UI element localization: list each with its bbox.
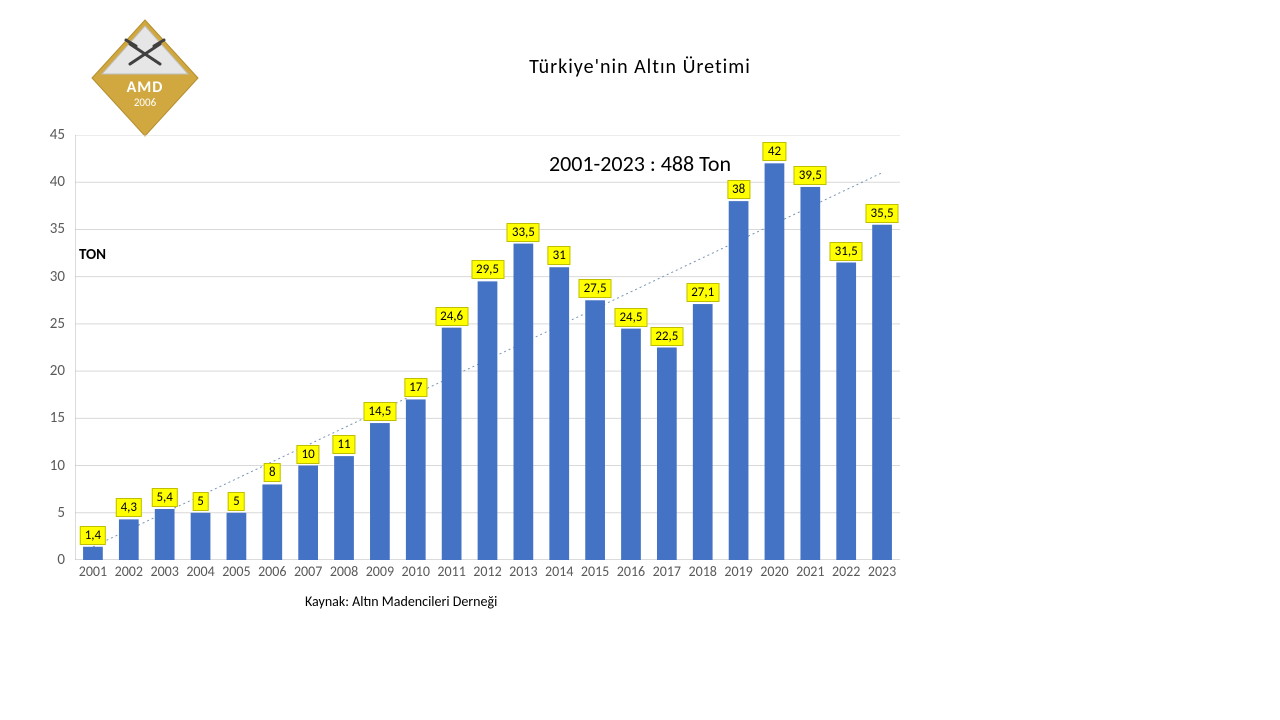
data-label: 38 xyxy=(727,180,750,199)
bar xyxy=(514,244,534,560)
x-tick-label: 2005 xyxy=(222,563,250,580)
chart-title: Türkiye'nin Altın Üretimi xyxy=(0,55,1280,79)
data-label: 5 xyxy=(228,492,245,511)
y-tick-label: 10 xyxy=(15,457,65,475)
bar xyxy=(83,547,103,560)
data-label: 33,5 xyxy=(507,223,540,242)
data-label: 4,3 xyxy=(116,498,142,517)
x-tick-label: 2013 xyxy=(509,563,537,580)
data-label: 35,5 xyxy=(866,204,899,223)
x-tick-label: 2011 xyxy=(437,563,465,580)
bar xyxy=(765,163,785,560)
bar xyxy=(298,466,318,560)
y-tick-label: 0 xyxy=(15,551,65,569)
x-tick-label: 2015 xyxy=(581,563,609,580)
x-tick-label: 2023 xyxy=(868,563,896,580)
x-tick-label: 2022 xyxy=(832,563,860,580)
bar xyxy=(191,513,211,560)
x-tick-label: 2021 xyxy=(796,563,824,580)
bar xyxy=(370,423,390,560)
data-label: 24,6 xyxy=(435,307,468,326)
bar xyxy=(657,348,677,561)
data-label: 11 xyxy=(332,435,355,454)
y-tick-label: 15 xyxy=(15,409,65,427)
bar xyxy=(334,456,354,560)
bar xyxy=(693,304,713,560)
x-tick-label: 2020 xyxy=(760,563,788,580)
bar xyxy=(406,399,426,560)
x-tick-label: 2016 xyxy=(617,563,645,580)
data-label: 27,5 xyxy=(579,279,612,298)
x-tick-label: 2001 xyxy=(79,563,107,580)
data-label: 29,5 xyxy=(471,260,504,279)
bar xyxy=(478,281,498,560)
bar xyxy=(836,263,856,561)
y-tick-label: 20 xyxy=(15,362,65,380)
x-tick-label: 2007 xyxy=(294,563,322,580)
bar xyxy=(729,201,749,560)
y-tick-label: 5 xyxy=(15,504,65,522)
data-label: 27,1 xyxy=(686,283,719,302)
y-tick-label: 45 xyxy=(15,126,65,144)
x-tick-label: 2002 xyxy=(115,563,143,580)
y-tick-label: 35 xyxy=(15,220,65,238)
x-tick-label: 2010 xyxy=(402,563,430,580)
data-label: 24,5 xyxy=(614,308,647,327)
x-tick-label: 2003 xyxy=(150,563,178,580)
x-tick-label: 2012 xyxy=(473,563,501,580)
data-label: 14,5 xyxy=(363,402,396,421)
bar xyxy=(442,328,462,560)
data-label: 5,4 xyxy=(151,488,177,507)
chart-stage: { "logo": { "line1": "AMD", "line2": "20… xyxy=(0,0,1280,720)
x-tick-label: 2009 xyxy=(366,563,394,580)
y-tick-label: 25 xyxy=(15,315,65,333)
data-label: 42 xyxy=(763,142,786,161)
x-tick-label: 2006 xyxy=(258,563,286,580)
bar xyxy=(549,267,569,560)
data-label: 10 xyxy=(297,445,320,464)
x-tick-label: 2008 xyxy=(330,563,358,580)
x-tick-label: 2017 xyxy=(653,563,681,580)
data-label: 31,5 xyxy=(830,242,863,261)
bar xyxy=(227,513,247,560)
x-tick-label: 2018 xyxy=(689,563,717,580)
bar xyxy=(119,519,139,560)
data-label: 39,5 xyxy=(794,166,827,185)
data-label: 5 xyxy=(192,492,209,511)
logo-text-line1: AMD xyxy=(90,78,200,97)
x-tick-label: 2019 xyxy=(724,563,752,580)
x-tick-label: 2004 xyxy=(186,563,214,580)
data-label: 1,4 xyxy=(80,526,106,545)
bar xyxy=(262,484,282,560)
y-tick-label: 40 xyxy=(15,173,65,191)
bar xyxy=(872,225,892,560)
data-label: 22,5 xyxy=(650,327,683,346)
bar xyxy=(800,187,820,560)
x-tick-label: 2014 xyxy=(545,563,573,580)
data-label: 8 xyxy=(264,463,281,482)
bar xyxy=(585,300,605,560)
y-tick-label: 30 xyxy=(15,268,65,286)
bar xyxy=(155,509,175,560)
data-label: 31 xyxy=(548,246,571,265)
data-label: 17 xyxy=(404,378,427,397)
logo-text-line2: 2006 xyxy=(90,96,200,109)
source-label: Kaynak: Altın Madencileri Derneği xyxy=(305,593,497,610)
bar xyxy=(621,329,641,560)
